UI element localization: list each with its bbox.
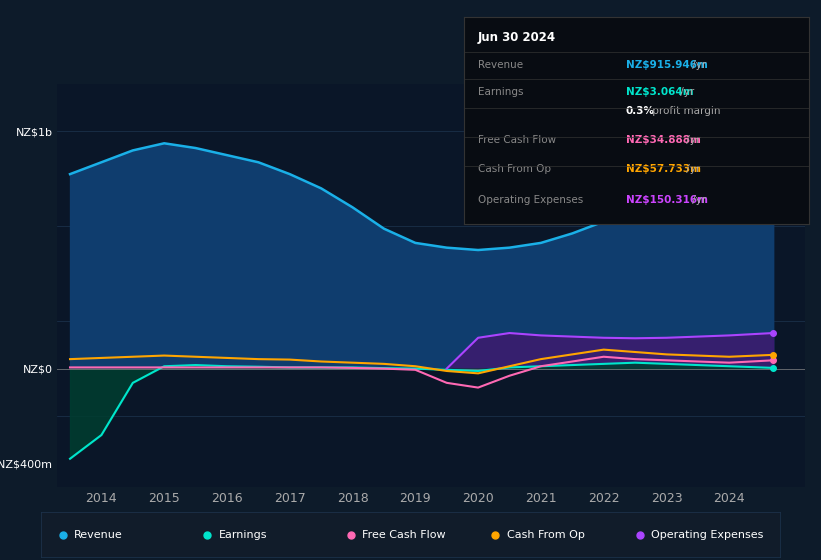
Text: 0.3%: 0.3% (626, 106, 655, 116)
Text: NZ$34.888m: NZ$34.888m (626, 135, 701, 145)
Text: profit margin: profit margin (649, 106, 720, 116)
Text: Free Cash Flow: Free Cash Flow (363, 530, 446, 540)
Text: Operating Expenses: Operating Expenses (478, 195, 583, 205)
Text: Free Cash Flow: Free Cash Flow (478, 135, 556, 145)
Text: /yr: /yr (689, 195, 706, 205)
Text: /yr: /yr (683, 164, 700, 174)
Text: Earnings: Earnings (478, 87, 523, 97)
Text: /yr: /yr (677, 87, 695, 97)
Text: Cash From Op: Cash From Op (507, 530, 585, 540)
Text: Revenue: Revenue (478, 60, 523, 71)
Text: NZ$150.316m: NZ$150.316m (626, 195, 708, 205)
Text: NZ$3.064m: NZ$3.064m (626, 87, 694, 97)
Text: Jun 30 2024: Jun 30 2024 (478, 31, 556, 44)
Text: NZ$57.733m: NZ$57.733m (626, 164, 701, 174)
Text: /yr: /yr (689, 60, 706, 71)
Text: Revenue: Revenue (75, 530, 123, 540)
Text: Operating Expenses: Operating Expenses (651, 530, 763, 540)
Text: Cash From Op: Cash From Op (478, 164, 551, 174)
Text: Earnings: Earnings (218, 530, 267, 540)
Text: /yr: /yr (683, 135, 700, 145)
Text: NZ$915.946m: NZ$915.946m (626, 60, 708, 71)
